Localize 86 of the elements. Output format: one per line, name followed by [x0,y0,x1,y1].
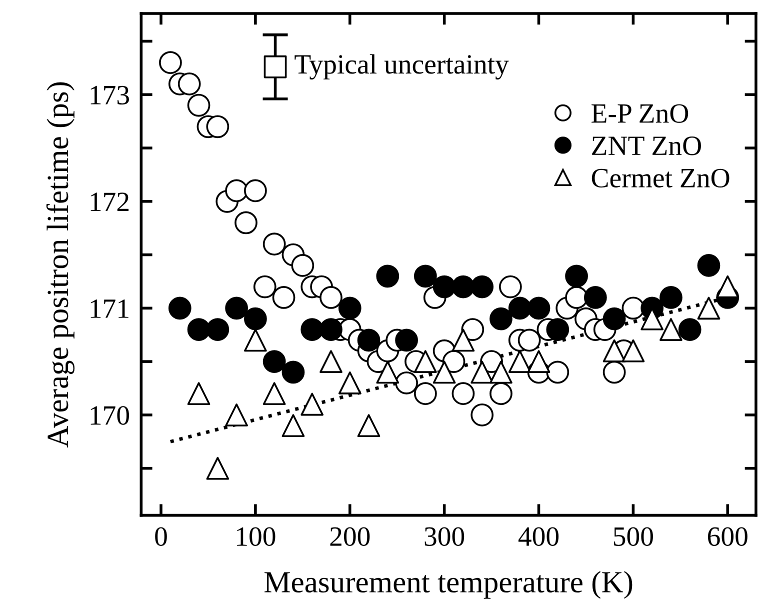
point [452,328,475,352]
point [584,286,607,309]
point [432,360,456,384]
point [414,350,437,373]
point [168,296,192,320]
point [395,328,418,352]
point [452,275,475,298]
point [490,307,512,330]
legend-label: E-P ZnO [592,104,688,123]
x-tick-label: 500 [614,527,653,546]
point [357,328,380,352]
point [225,404,248,426]
x-tick-label: 600 [708,527,748,546]
point [234,211,258,234]
point [490,360,512,384]
point [678,318,702,341]
point [225,296,248,320]
point [320,350,342,373]
point [716,275,740,298]
point [660,286,682,309]
point [432,275,456,298]
y-tick-label: 171 [90,299,128,318]
y-tick-label: 173 [90,86,129,105]
x-tick-label: 300 [424,527,464,546]
point [253,275,276,298]
point [376,360,400,384]
x-axis-title: Measurement temperature (K) [264,571,632,599]
point [546,360,570,384]
point [414,382,437,406]
point [338,371,362,394]
series-label: Typical uncertainty [294,54,509,80]
point [697,254,720,277]
point [282,414,305,438]
point [395,371,418,394]
point [206,456,230,480]
y-axis-title: Average positron lifetime (ps) [46,82,75,448]
x-tick-label: 200 [330,527,370,546]
point [546,318,570,341]
point [272,286,296,309]
point [264,55,287,78]
point [414,264,437,288]
point [697,296,720,320]
point [498,275,522,298]
point [508,296,532,320]
legend-label: Cermet ZnO [592,168,730,188]
point [244,307,267,330]
point [452,382,475,406]
point [338,296,362,320]
y-tick-label: 172 [90,192,129,212]
point [300,392,324,416]
point [178,72,201,96]
point [187,382,210,406]
point [357,414,380,438]
y-tick-label: 170 [90,406,130,425]
point [470,404,494,426]
point [225,179,248,202]
point [262,232,286,256]
point [470,360,494,384]
point [206,115,230,138]
point [527,350,550,373]
point [565,264,588,288]
point [262,382,286,406]
x-tick-label: 100 [237,527,276,546]
point [320,286,342,309]
point [602,339,626,362]
point [660,318,682,341]
point [527,296,550,320]
point [187,318,210,341]
point [282,360,305,384]
point [206,318,230,341]
point [602,307,626,330]
point [565,286,588,309]
point [622,339,645,362]
point [602,360,626,384]
point [187,94,210,117]
point [376,264,400,288]
legend-label: ZNT ZnO [592,136,701,156]
point [518,328,541,352]
point [470,275,494,298]
point [262,350,286,373]
point [244,328,267,352]
point [159,51,182,74]
x-tick-label: 0 [155,527,167,546]
x-tick-label: 400 [518,527,559,546]
point [291,254,314,277]
point [244,179,267,202]
